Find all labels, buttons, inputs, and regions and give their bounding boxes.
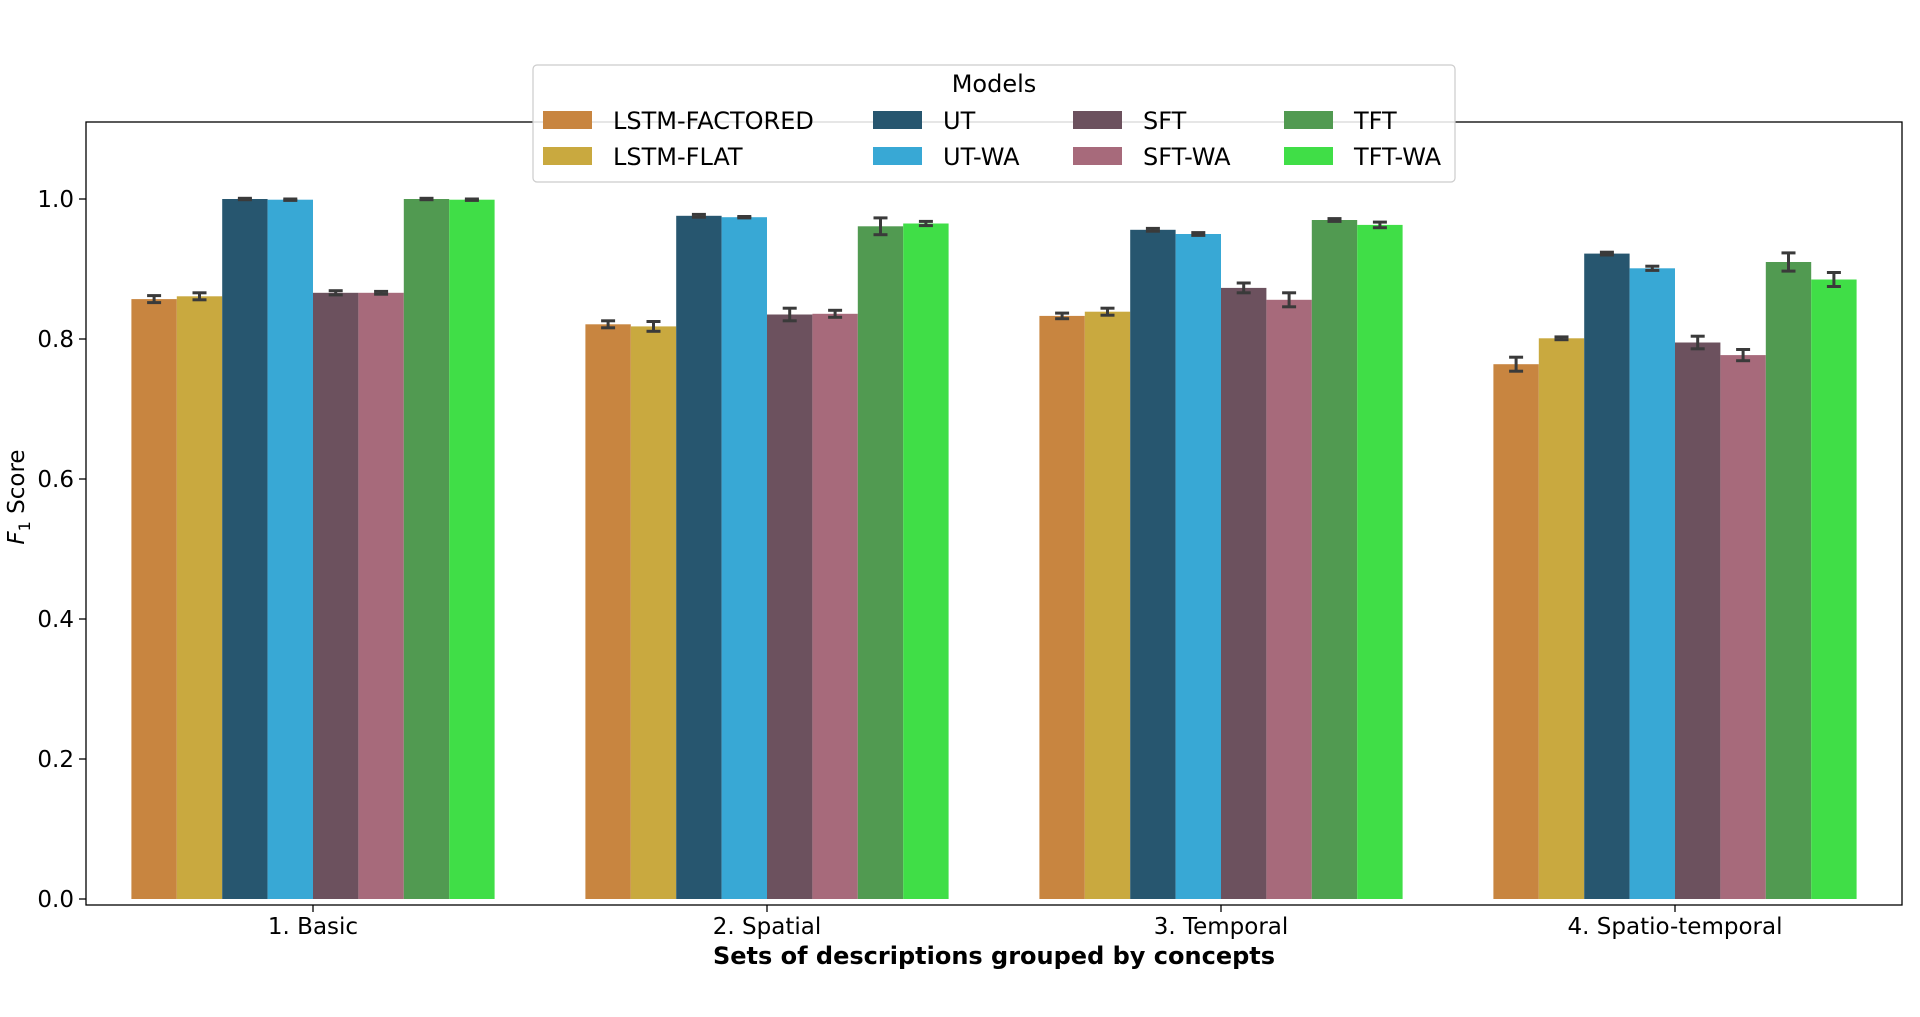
y-axis-label-rest: Score — [4, 449, 30, 521]
legend-swatch — [543, 111, 592, 129]
bar — [358, 292, 404, 899]
bar — [313, 292, 359, 899]
x-tick-label: 2. Spatial — [713, 914, 821, 940]
bars-layer — [131, 199, 1857, 900]
legend-swatch — [1284, 147, 1333, 165]
legend-label: UT-WA — [943, 143, 1020, 171]
legend: Models LSTM-FACTORED LSTM-FLAT UT UT-WA SFT S… — [532, 64, 1456, 183]
legend-swatch — [543, 147, 592, 165]
bar — [1629, 268, 1675, 899]
bar — [1675, 342, 1721, 899]
y-tick-label: 0.0 — [37, 887, 74, 913]
legend-label: TFT — [1353, 107, 1397, 135]
bar — [1084, 311, 1131, 899]
legend-label: UT — [943, 107, 976, 135]
y-tick-label: 1.0 — [37, 187, 74, 213]
y-axis: 0.0 0.2 0.4 0.6 0.8 1.0 — [37, 187, 86, 913]
error-bars-layer — [147, 196, 1841, 373]
x-tick-label: 1. Basic — [268, 914, 358, 940]
legend-swatch — [1073, 147, 1122, 165]
bar — [1538, 338, 1585, 899]
y-axis-label-f: F — [4, 531, 30, 545]
bar — [131, 299, 177, 900]
bar — [1357, 224, 1403, 899]
legend-label: SFT-WA — [1143, 143, 1231, 171]
bar — [1266, 299, 1312, 899]
bar — [676, 215, 722, 900]
bar — [1175, 234, 1221, 899]
bar — [403, 199, 450, 899]
y-axis-label-subscript: 1 — [15, 521, 34, 531]
legend-swatch — [1284, 111, 1333, 129]
y-tick-label: 0.2 — [37, 747, 74, 773]
legend-box — [532, 64, 1456, 183]
bar — [1311, 220, 1358, 899]
legend-label: SFT — [1143, 107, 1187, 135]
legend-swatch — [873, 111, 922, 129]
legend-label: LSTM-FLAT — [613, 143, 743, 171]
bar — [267, 199, 313, 899]
bar — [903, 223, 949, 899]
bar — [1130, 229, 1176, 900]
legend-title: Models — [952, 70, 1037, 98]
x-tick-label: 3. Temporal — [1154, 914, 1289, 940]
legend-swatch — [1073, 111, 1122, 129]
bar — [1493, 364, 1539, 899]
bar — [721, 217, 767, 899]
bar — [630, 326, 677, 899]
bar — [812, 313, 858, 899]
bar — [1221, 287, 1267, 899]
legend-items: LSTM-FACTORED LSTM-FLAT UT UT-WA SFT SFT-WA TF… — [543, 107, 1442, 171]
bar — [585, 324, 631, 899]
y-axis-label: F1 Score — [4, 449, 34, 544]
y-tick-label: 0.8 — [37, 327, 74, 353]
x-axis-label: Sets of descriptions grouped by concepts — [713, 942, 1275, 970]
bar — [176, 296, 223, 899]
bar — [1584, 253, 1630, 900]
bar — [449, 199, 495, 899]
legend-label: TFT-WA — [1353, 143, 1442, 171]
bar — [1720, 355, 1766, 900]
legend-label: LSTM-FACTORED — [613, 107, 814, 135]
bar — [857, 226, 904, 900]
x-tick-label: 4. Spatio-temporal — [1568, 914, 1783, 940]
bar — [1811, 279, 1857, 899]
legend-swatch — [873, 147, 922, 165]
x-axis: 1. Basic 2. Spatial 3. Temporal 4. Spatio-t… — [268, 905, 1783, 940]
y-tick-label: 0.4 — [37, 607, 74, 633]
y-tick-label: 0.6 — [37, 467, 74, 493]
bar — [1765, 262, 1812, 899]
bar — [222, 199, 268, 899]
bar — [767, 314, 813, 899]
bar — [1039, 315, 1085, 899]
